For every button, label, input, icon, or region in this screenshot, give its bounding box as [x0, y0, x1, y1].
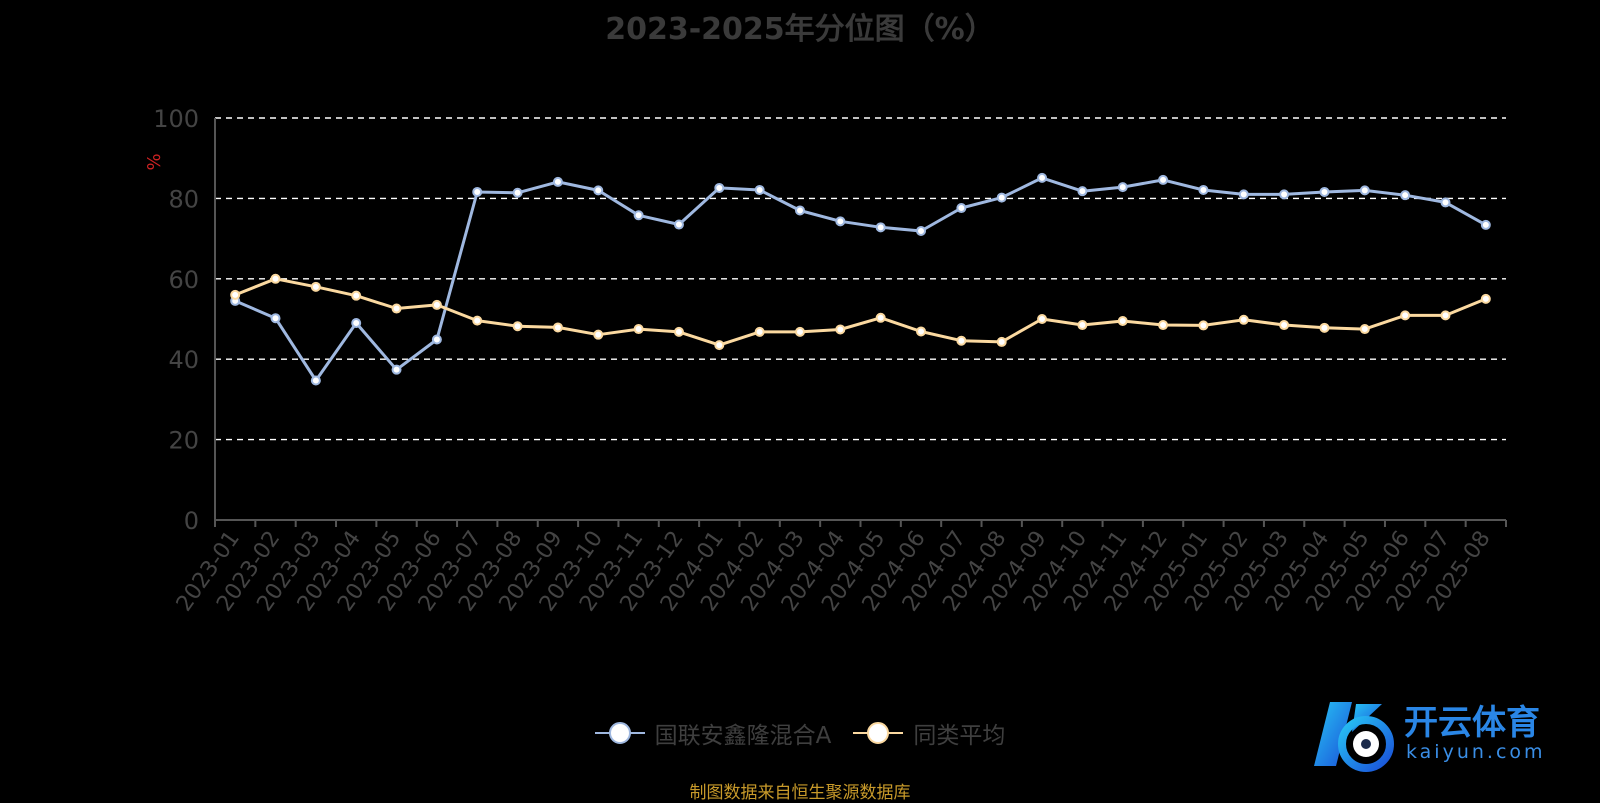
data-point[interactable] — [714, 340, 725, 351]
legend-item-fund[interactable]: 国联安鑫隆混合A — [594, 716, 832, 750]
legend: 国联安鑫隆混合A 同类平均 — [0, 716, 1600, 750]
y-tick-label: 20 — [168, 427, 199, 455]
data-point[interactable] — [673, 219, 684, 230]
data-point[interactable] — [391, 303, 402, 314]
data-point[interactable] — [1440, 310, 1451, 321]
watermark-brand: 开云体育 — [1404, 703, 1540, 743]
data-point[interactable] — [1400, 310, 1411, 321]
data-point[interactable] — [956, 203, 967, 214]
data-point[interactable] — [1158, 174, 1169, 185]
data-point[interactable] — [1319, 322, 1330, 333]
data-point[interactable] — [512, 321, 523, 332]
series-line-1 — [234, 277, 1487, 347]
data-point[interactable] — [1359, 324, 1370, 335]
data-point[interactable] — [310, 281, 321, 292]
data-point[interactable] — [1480, 219, 1491, 230]
legend-label-fund: 国联安鑫隆混合A — [654, 723, 832, 749]
data-point[interactable] — [633, 324, 644, 335]
data-point[interactable] — [996, 336, 1007, 347]
grid-lines — [215, 117, 1506, 441]
data-point[interactable] — [270, 313, 281, 324]
data-point[interactable] — [1400, 190, 1411, 201]
data-point[interactable] — [1037, 314, 1048, 324]
data-point[interactable] — [472, 315, 483, 326]
data-point[interactable] — [351, 290, 362, 301]
data-point[interactable] — [1359, 185, 1370, 196]
data-point[interactable] — [835, 216, 846, 227]
source-note: 制图数据来自恒生聚源数据库 — [689, 783, 911, 803]
data-point[interactable] — [916, 326, 927, 337]
data-point[interactable] — [593, 329, 604, 340]
data-point[interactable] — [1077, 320, 1088, 331]
data-point[interactable] — [1440, 197, 1451, 208]
data-point[interactable] — [351, 318, 362, 329]
y-tick-label: 60 — [168, 266, 199, 294]
legend-swatch-fund — [594, 722, 645, 744]
data-point[interactable] — [996, 192, 1007, 203]
data-point[interactable] — [875, 222, 886, 233]
data-point[interactable] — [754, 184, 765, 195]
data-point[interactable] — [956, 335, 967, 346]
data-point[interactable] — [875, 312, 886, 323]
data-point[interactable] — [431, 299, 442, 310]
y-tick-label: 80 — [168, 185, 199, 213]
series-layer — [230, 172, 1491, 386]
y-tick-label: 0 — [184, 507, 199, 535]
data-point[interactable] — [1198, 320, 1209, 331]
data-point[interactable] — [472, 186, 483, 197]
legend-item-peer-average[interactable]: 同类平均 — [853, 716, 1005, 750]
series-line-0 — [234, 176, 1487, 382]
data-point[interactable] — [1198, 184, 1209, 195]
data-point[interactable] — [552, 322, 563, 333]
data-point[interactable] — [391, 364, 402, 375]
data-point[interactable] — [1480, 293, 1491, 304]
data-point[interactable] — [673, 326, 684, 337]
data-point[interactable] — [1279, 320, 1290, 331]
data-point[interactable] — [794, 205, 805, 216]
data-point[interactable] — [1238, 189, 1249, 200]
y-tick-labels: 0 20 40 60 80 100 — [153, 105, 199, 535]
x-tick-labels: 2023-012023-022023-032023-042023-052023-… — [172, 527, 1496, 617]
data-point[interactable] — [916, 225, 927, 236]
data-point[interactable] — [431, 334, 442, 345]
axes — [214, 118, 1507, 527]
y-tick-label: 40 — [168, 346, 199, 374]
y-axis-label: % — [144, 153, 165, 170]
data-point[interactable] — [552, 176, 563, 187]
y-tick-label: 100 — [153, 105, 199, 133]
data-point[interactable] — [714, 182, 725, 193]
data-point[interactable] — [1117, 316, 1128, 327]
data-point[interactable] — [1117, 182, 1128, 193]
data-point[interactable] — [633, 210, 644, 221]
watermark-domain: kaiyun.com — [1406, 741, 1546, 763]
data-point[interactable] — [230, 289, 241, 300]
data-point[interactable] — [512, 187, 523, 198]
data-point[interactable] — [1238, 314, 1249, 325]
legend-swatch-peer-average — [853, 722, 904, 744]
data-point[interactable] — [1319, 186, 1330, 197]
data-point[interactable] — [310, 375, 321, 386]
data-point[interactable] — [1077, 186, 1088, 197]
chart-title: 2023-2025年分位图（%） — [605, 12, 995, 47]
data-point[interactable] — [1279, 189, 1290, 200]
legend-label-peer-average: 同类平均 — [913, 723, 1006, 749]
data-point[interactable] — [754, 326, 765, 337]
data-point[interactable] — [1158, 320, 1169, 331]
data-point[interactable] — [794, 326, 805, 337]
data-point[interactable] — [270, 273, 281, 284]
data-point[interactable] — [593, 185, 604, 196]
data-point[interactable] — [1037, 172, 1048, 183]
data-point[interactable] — [835, 324, 846, 335]
kaiyun-watermark-logo: 开云体育 kaiyun.com — [1314, 702, 1546, 772]
